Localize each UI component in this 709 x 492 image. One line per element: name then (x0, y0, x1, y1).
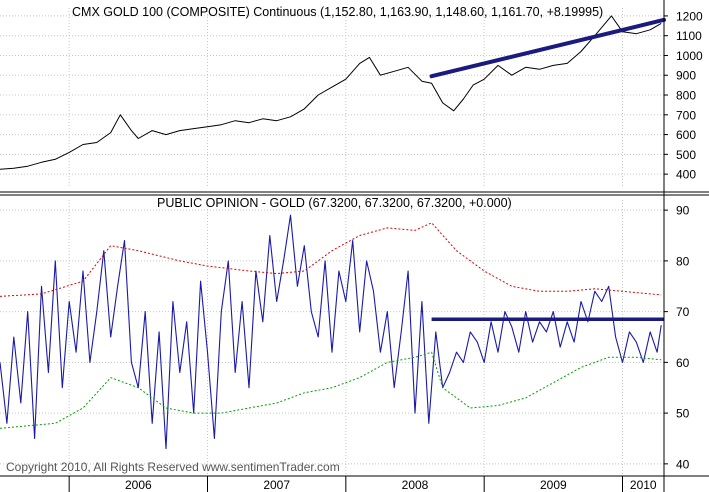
public-opinion-y-tick-label: 60 (676, 356, 690, 370)
public-opinion-series (0, 214, 664, 450)
public-opinion-title: PUBLIC OPINION - GOLD (67.3200, 67.3200,… (157, 196, 512, 210)
gold-price-y-tick-label: 600 (676, 128, 696, 142)
gold-price-y-tick-label: 400 (676, 168, 696, 182)
gold-price-y-tick-label: 1100 (676, 29, 702, 43)
gold-price-y-tick-labels: 400 500 600 700 800 900 1000 1100 1200 (664, 9, 703, 182)
public-opinion-y-tick-label: 90 (676, 204, 690, 218)
gold-price-trendline (429, 17, 666, 79)
public-opinion-y-tick-label: 80 (676, 254, 690, 268)
public-opinion-gridlines (0, 200, 664, 474)
gold-price-y-tick-label: 500 (676, 148, 696, 162)
x-tick-label: 2009 (540, 478, 567, 492)
public-opinion-y-tick-label: 50 (676, 407, 690, 421)
gold-price-panel: CMX GOLD 100 (COMPOSITE) Continuous (1,1… (0, 5, 703, 186)
public-opinion-line (0, 214, 662, 450)
x-axis-tick-labels: 2006 2007 2008 2009 2010 (68, 476, 657, 492)
lower-band-line (0, 351, 662, 429)
public-opinion-y-tick-label: 70 (676, 305, 690, 319)
x-tick-label: 2007 (263, 478, 290, 492)
gold-price-y-tick-label: 1000 (676, 49, 703, 63)
gold-price-line (0, 15, 662, 170)
copyright-notice: Copyright 2010, All Rights Reserved www.… (6, 460, 340, 474)
x-tick-label: 2010 (630, 478, 657, 492)
public-opinion-y-tick-labels: 40 50 60 70 80 90 (664, 204, 690, 471)
x-tick-label: 2008 (402, 478, 429, 492)
gold-price-y-tick-label: 900 (676, 69, 696, 83)
public-opinion-panel: PUBLIC OPINION - GOLD (67.3200, 67.3200,… (0, 196, 690, 492)
gold-price-y-tick-label: 800 (676, 89, 696, 103)
gold-price-y-tick-label: 700 (676, 108, 696, 122)
public-opinion-y-tick-label: 40 (676, 457, 690, 471)
gold-price-title: CMX GOLD 100 (COMPOSITE) Continuous (1,1… (72, 5, 603, 19)
x-tick-label: 2006 (125, 478, 152, 492)
gold-price-series (0, 15, 666, 170)
upper-band-line (0, 222, 662, 297)
gold-price-y-tick-label: 1200 (676, 9, 703, 23)
